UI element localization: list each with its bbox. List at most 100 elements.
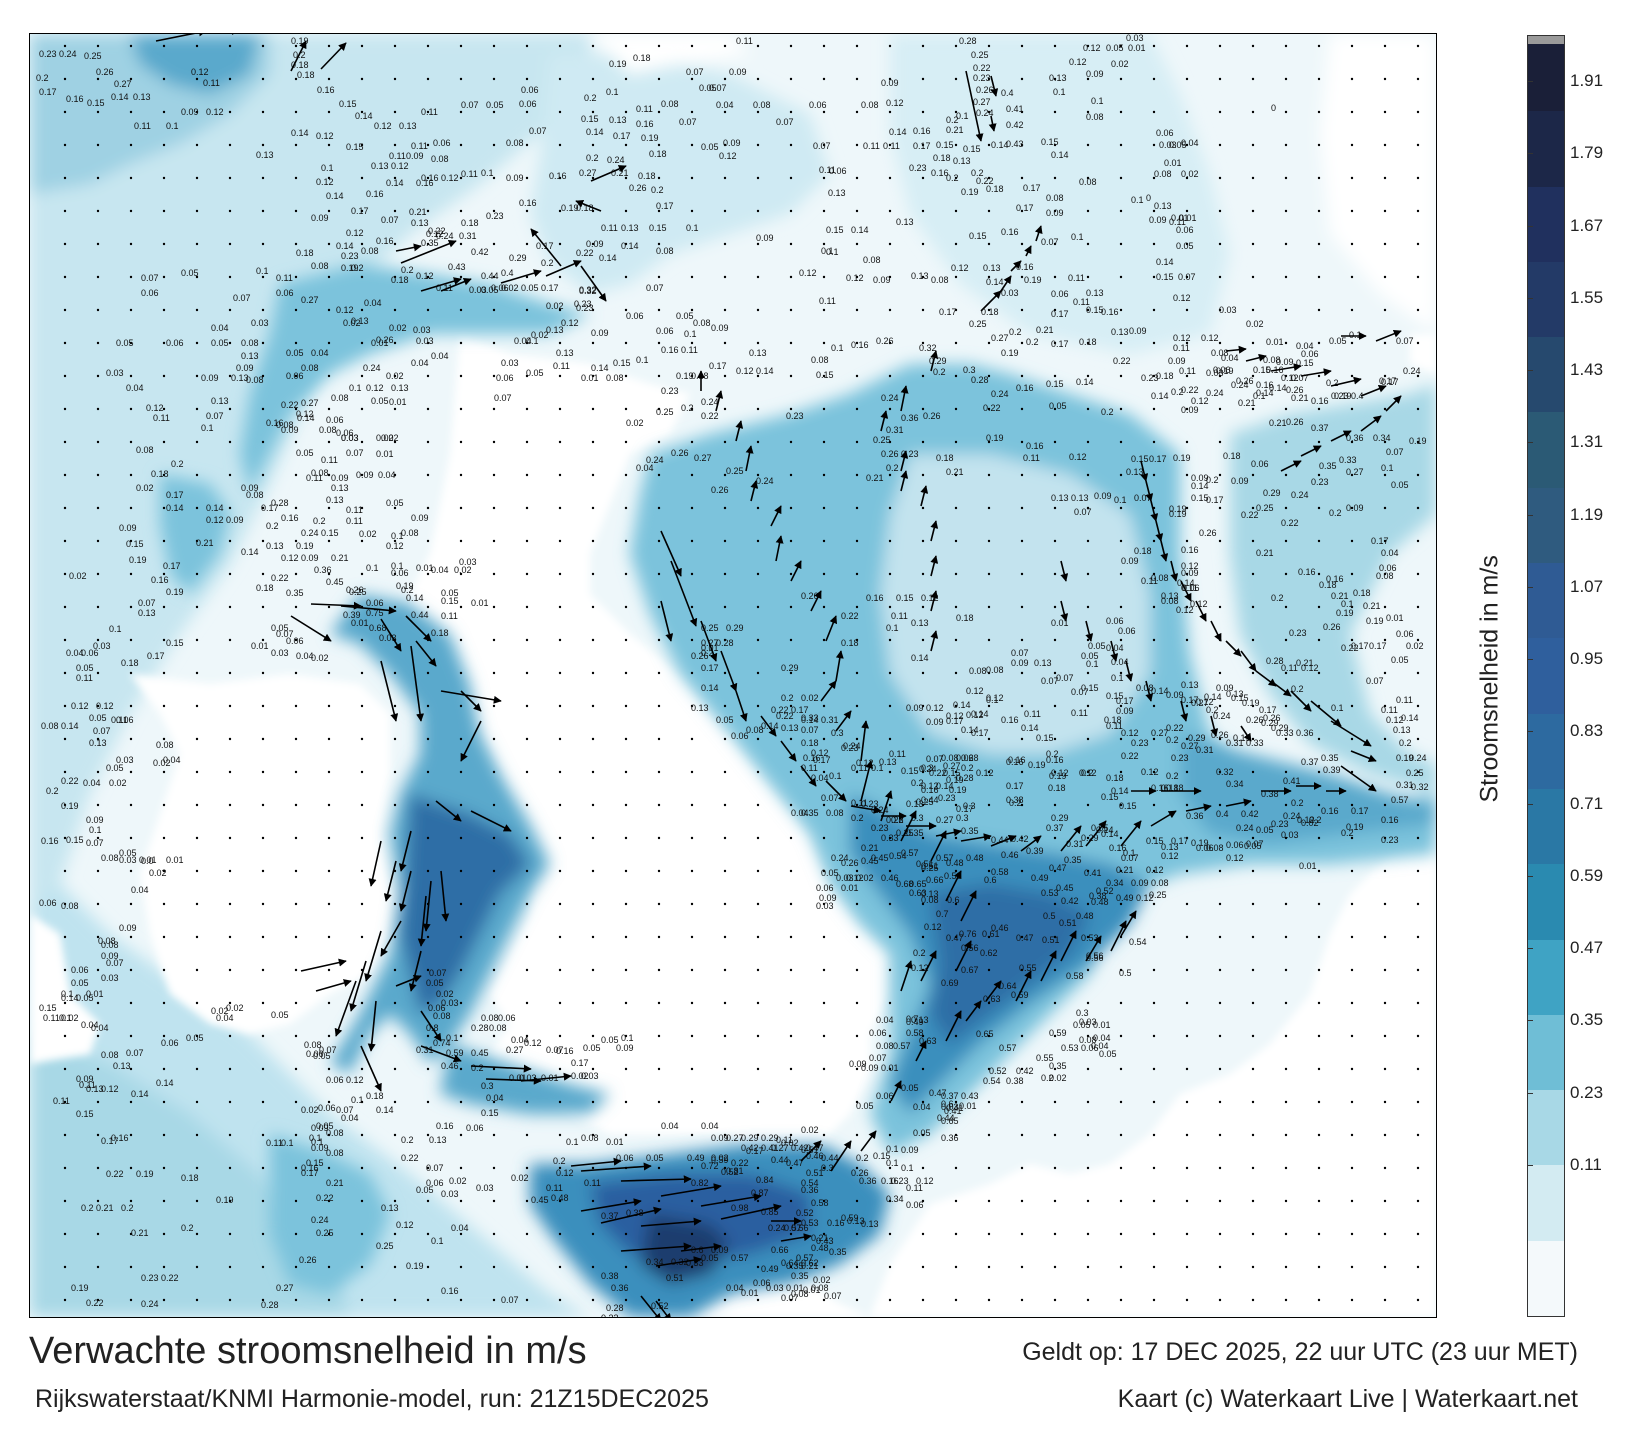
speed-label: 0.05 (441, 588, 459, 598)
grid-dot (591, 1199, 595, 1203)
legend-color-segment (1528, 563, 1564, 640)
grid-dot (1185, 572, 1189, 576)
grid-dot (1383, 275, 1387, 279)
speed-label: 0.03 (1159, 140, 1177, 150)
grid-dot (855, 1034, 859, 1038)
speed-label: 0.81 (726, 1166, 744, 1176)
speed-label: 0.23 (661, 386, 679, 396)
current-arrow (1385, 395, 1402, 412)
speed-label: 0.22 (929, 768, 947, 778)
grid-dot (987, 539, 991, 543)
speed-label: 0.12 (346, 228, 364, 238)
speed-label: 0.2 (46, 786, 59, 796)
speed-label: 0.51 (801, 1145, 819, 1155)
current-arrow (810, 590, 822, 612)
grid-dot (1185, 638, 1189, 642)
grid-dot (591, 1133, 595, 1137)
speed-label: 0.24 (1206, 388, 1224, 398)
speed-label: 0.36 (314, 565, 332, 575)
grid-dot (954, 671, 958, 675)
grid-dot (1218, 869, 1222, 873)
speed-label: 0.26 (1286, 385, 1304, 395)
grid-dot (558, 77, 562, 81)
grid-dot (1020, 1199, 1024, 1203)
speed-label: 0.09 (861, 1063, 879, 1073)
grid-dot (954, 1298, 958, 1302)
grid-dot (954, 440, 958, 444)
grid-dot (987, 638, 991, 642)
speed-label: 0.16 (441, 1286, 459, 1296)
grid-dot (822, 737, 826, 741)
grid-dot (855, 1298, 859, 1302)
grid-dot (690, 1100, 694, 1104)
speed-label: 0.22 (1166, 723, 1184, 733)
speed-label: 0.07 (501, 1295, 519, 1305)
speed-label: 0.31 (886, 425, 904, 435)
speed-label: 0.23 (486, 211, 504, 221)
grid-dot (723, 209, 727, 213)
grid-dot (96, 1100, 100, 1104)
speed-label: 0.19 (676, 371, 694, 381)
speed-label: 0.15 (1191, 493, 1209, 503)
speed-label: 0.06 (276, 288, 294, 298)
speed-label: 0.54 (983, 1076, 1001, 1086)
grid-dot (888, 473, 892, 477)
grid-dot (1185, 1298, 1189, 1302)
speed-label: 0.16 (556, 1046, 574, 1056)
grid-dot (1218, 440, 1222, 444)
grid-dot (1020, 341, 1024, 345)
speed-label: 0.15 (1041, 137, 1059, 147)
speed-label: 0.19 (986, 433, 1004, 443)
speed-label: 0.05 (296, 448, 314, 458)
grid-dot (1053, 1199, 1057, 1203)
grid-dot (987, 572, 991, 576)
grid-dot (921, 176, 925, 180)
current-arrow (985, 980, 1002, 1002)
grid-dot (888, 704, 892, 708)
grid-dot (96, 638, 100, 642)
speed-label: 0.17 (613, 131, 631, 141)
speed-label: 0.09 (729, 67, 747, 77)
legend-color-segment (1528, 713, 1564, 790)
speed-label: 0.11 (819, 165, 836, 175)
speed-label: 0.19 (341, 263, 359, 273)
grid-dot (558, 539, 562, 543)
speed-label: 0.25 (1256, 503, 1274, 513)
speed-label: 0.18 (121, 658, 139, 668)
speed-label: 0.13 (621, 223, 639, 233)
grid-dot (1020, 605, 1024, 609)
grid-dot (129, 440, 133, 444)
grid-dot (558, 770, 562, 774)
speed-label: 0.1 (281, 1138, 294, 1148)
speed-label: 0.12 (951, 263, 969, 273)
grid-dot (393, 176, 397, 180)
grid-dot (624, 671, 628, 675)
grid-dot (1152, 1232, 1156, 1236)
speed-label: 0.21 (611, 168, 629, 178)
speed-label: 0.1 (1071, 232, 1084, 242)
current-arrow (380, 618, 402, 652)
current-arrow (1340, 765, 1377, 792)
grid-dot (96, 869, 100, 873)
grid-dot (756, 1133, 760, 1137)
speed-label: 0.13 (411, 218, 429, 228)
speed-label: 0.08 (326, 1148, 344, 1158)
speed-label: 0.13 (1086, 288, 1104, 298)
grid-dot (1152, 935, 1156, 939)
speed-label: 0.2 (1041, 1073, 1054, 1083)
speed-label: 0.13 (86, 1084, 104, 1094)
speed-label: 0.15 (816, 370, 834, 380)
current-arrow (980, 290, 1002, 312)
speed-label: 0.17 (791, 705, 809, 715)
speed-label: 0.16 (851, 340, 869, 350)
speed-label: 0.26 (881, 449, 899, 459)
speed-label: 0.09 (906, 703, 924, 713)
speed-label: 0.07 (686, 67, 704, 77)
grid-dot (96, 1133, 100, 1137)
grid-dot (492, 1199, 496, 1203)
speed-label: 0.44 (481, 271, 499, 281)
grid-dot (1119, 638, 1123, 642)
grid-dot (1317, 110, 1321, 114)
current-arrow (1240, 725, 1252, 742)
grid-dot (822, 1265, 826, 1269)
